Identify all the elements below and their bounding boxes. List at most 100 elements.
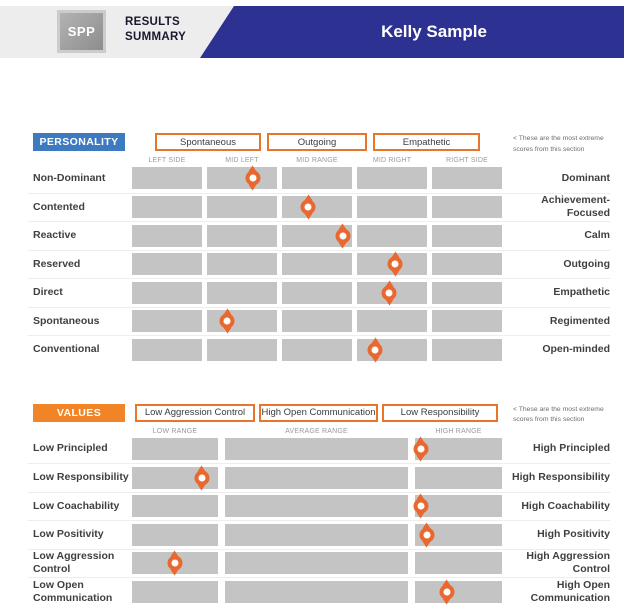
score-marker xyxy=(245,170,261,186)
row-track xyxy=(132,336,502,364)
row-label-right: High Principled xyxy=(532,442,610,455)
scale-segment xyxy=(132,338,202,361)
score-row: Low Coachability High Coachability xyxy=(28,491,610,521)
scale-segment xyxy=(225,466,408,489)
row-track xyxy=(132,521,502,549)
scale-segment xyxy=(415,437,502,460)
scale-segment xyxy=(415,552,502,575)
extreme-score-box: Low Aggression Control xyxy=(135,403,255,422)
column-label: AVERAGE RANGE xyxy=(285,427,348,435)
row-track xyxy=(132,222,502,250)
extreme-score-boxes: Spontaneous Outgoing Empathetic xyxy=(155,133,480,151)
row-label-right: High Aggression Control xyxy=(526,550,610,576)
score-marker xyxy=(219,313,235,329)
row-label-left: Conventional xyxy=(33,343,100,356)
row-track xyxy=(132,251,502,279)
row-track xyxy=(132,279,502,307)
spp-logo-text: SPP xyxy=(67,24,96,39)
report-title-line2: SUMMARY xyxy=(125,31,187,43)
person-name: Kelly Sample xyxy=(381,22,487,41)
scale-segment xyxy=(225,495,408,518)
row-track xyxy=(132,164,502,193)
scale-segment xyxy=(132,167,202,190)
scale-segment xyxy=(282,310,352,333)
scale-segment xyxy=(415,466,502,489)
column-label: HIGH RANGE xyxy=(435,427,482,435)
row-track xyxy=(132,493,502,521)
score-marker xyxy=(167,555,183,571)
scale-segment xyxy=(225,552,408,575)
row-label-right: Dominant xyxy=(561,171,610,184)
scale-segment xyxy=(432,338,502,361)
row-track xyxy=(132,194,502,222)
extreme-score-box: Spontaneous xyxy=(155,133,261,151)
row-label-left: Contented xyxy=(33,200,85,213)
score-row: Low Open Communication High Open Communic… xyxy=(28,577,610,606)
row-label-right: Empathetic xyxy=(553,286,610,299)
row-track xyxy=(132,435,502,464)
scale-segment xyxy=(132,281,202,304)
scale-segment xyxy=(132,224,202,247)
scale-segment xyxy=(282,224,352,247)
scale-segment xyxy=(207,224,277,247)
column-label: LOW RANGE xyxy=(152,427,198,435)
row-track xyxy=(132,308,502,336)
row-track xyxy=(132,464,502,492)
scale-segment xyxy=(415,495,502,518)
score-row: Spontaneous Regimented xyxy=(28,306,610,336)
column-label: MID RANGE xyxy=(296,157,338,164)
scale-segment xyxy=(282,338,352,361)
column-labels: LOW RANGE AVERAGE RANGE HIGH RANGE xyxy=(132,422,502,435)
scale-segment xyxy=(132,437,218,460)
rows: Non-Dominant Dominant Contented Achievement… xyxy=(28,164,610,364)
score-marker xyxy=(413,441,429,457)
values-section-label: VALUES xyxy=(33,403,125,422)
scale-segment xyxy=(432,310,502,333)
scale-segment xyxy=(415,580,502,603)
score-marker xyxy=(367,342,383,358)
extreme-score-box: Low Responsibility xyxy=(382,403,498,422)
column-label: MID RIGHT xyxy=(372,157,412,164)
row-label-right: High Responsibility xyxy=(511,471,610,484)
values-section: VALUES Low Aggression Control High Open C… xyxy=(0,403,624,606)
score-row: Reserved Outgoing xyxy=(28,249,610,279)
scale-segment xyxy=(207,310,277,333)
score-marker xyxy=(194,470,210,486)
scale-segment xyxy=(225,523,408,546)
row-label-left: Low Positivity xyxy=(33,528,104,541)
scale-segment xyxy=(432,281,502,304)
scale-segment xyxy=(432,167,502,190)
row-label-left: Reactive xyxy=(33,229,77,242)
row-label-left: Low Open Communication xyxy=(33,578,113,604)
score-row: Low Responsibility High Responsibility xyxy=(28,463,610,492)
scale-segment xyxy=(415,523,502,546)
scale-segment xyxy=(225,580,408,603)
column-label: RIGHT SIDE xyxy=(446,157,488,164)
row-track xyxy=(132,578,502,606)
row-label-left: Reserved xyxy=(33,257,81,270)
scale-segment xyxy=(432,253,502,276)
score-marker xyxy=(335,228,351,244)
scale-segment xyxy=(357,196,427,219)
scale-segment xyxy=(207,338,277,361)
row-label-right: Open-minded xyxy=(542,343,610,356)
score-marker xyxy=(300,199,316,215)
extreme-score-box: Outgoing xyxy=(267,133,367,151)
spp-logo: SPP xyxy=(57,10,106,53)
row-label-right: High Coachability xyxy=(521,499,610,512)
column-label: LEFT SIDE xyxy=(148,157,186,164)
scale-segment xyxy=(225,437,408,460)
values-section-header: VALUES Low Aggression Control High Open C… xyxy=(28,403,610,422)
score-row: Conventional Open-minded xyxy=(28,335,610,364)
scale-segment xyxy=(357,224,427,247)
row-label-left: Non-Dominant xyxy=(33,171,106,184)
column-labels: LEFT SIDE MID LEFT MID RANGE MID RIGHT RIGHT… xyxy=(132,151,502,164)
extreme-scores-note: < These are the most extreme scores from… xyxy=(513,405,604,424)
personality-section-label: PERSONALITY xyxy=(33,133,125,151)
scale-segment xyxy=(282,281,352,304)
score-marker xyxy=(387,256,403,272)
scale-segment xyxy=(132,196,202,219)
scale-segment xyxy=(357,167,427,190)
extreme-score-box: High Open Communication xyxy=(259,403,378,422)
row-label-left: Low Coachability xyxy=(33,499,120,512)
